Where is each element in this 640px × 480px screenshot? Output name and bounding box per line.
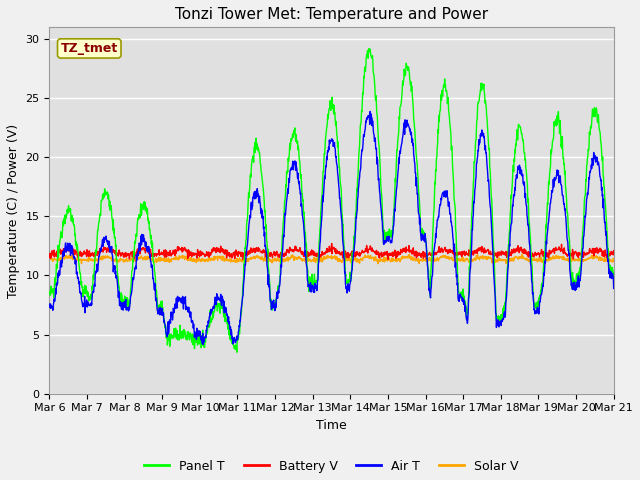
Title: Tonzi Tower Met: Temperature and Power: Tonzi Tower Met: Temperature and Power [175,7,488,22]
Air T [420,238,428,243]
Panel T [171,333,179,339]
Panel T [234,336,242,342]
Air T [234,328,242,334]
Air T [543,230,551,236]
Panel T [610,274,618,280]
Air T [171,301,179,307]
Solar V [541,261,549,266]
Battery V [385,256,392,262]
Battery V [610,248,618,253]
Panel T [157,306,165,312]
Line: Solar V: Solar V [49,254,614,264]
Air T [199,342,207,348]
Battery V [420,249,428,255]
Line: Battery V: Battery V [49,243,614,259]
X-axis label: Time: Time [316,419,347,432]
Solar V [493,257,500,263]
Y-axis label: Temperature (C) / Power (V): Temperature (C) / Power (V) [7,123,20,298]
Battery V [234,253,242,259]
Panel T [420,229,428,235]
Panel T [233,349,241,355]
Battery V [157,251,165,257]
Air T [610,286,618,291]
Line: Panel T: Panel T [49,48,614,352]
Air T [157,310,165,316]
Panel T [543,200,551,206]
Air T [45,302,53,308]
Battery V [543,254,551,260]
Solar V [543,257,551,263]
Legend: Panel T, Battery V, Air T, Solar V: Panel T, Battery V, Air T, Solar V [140,455,524,478]
Panel T [45,291,53,297]
Air T [493,317,501,323]
Solar V [171,255,179,261]
Solar V [45,256,53,262]
Solar V [419,255,427,261]
Battery V [45,254,53,260]
Panel T [493,314,501,320]
Solar V [234,257,242,263]
Battery V [493,253,501,259]
Battery V [171,252,179,258]
Panel T [365,46,373,51]
Text: TZ_tmet: TZ_tmet [61,42,118,55]
Solar V [157,257,165,263]
Battery V [328,240,335,246]
Solar V [518,251,526,257]
Solar V [610,257,618,263]
Line: Air T: Air T [49,111,614,345]
Air T [366,108,374,114]
